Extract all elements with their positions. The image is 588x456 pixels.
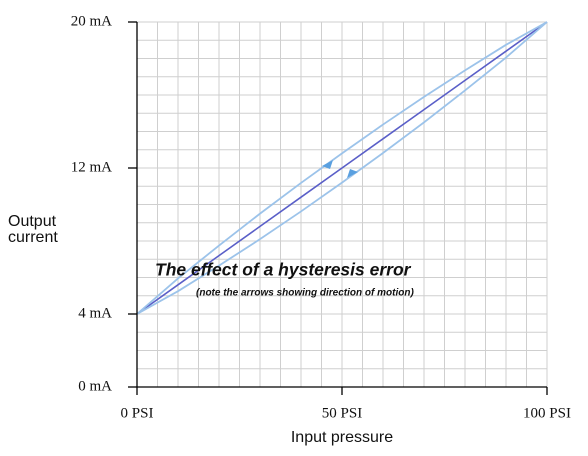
annotation-title: The effect of a hysteresis error <box>155 260 412 280</box>
y-tick-label: 20 mA <box>71 13 112 29</box>
x-tick-label: 50 PSI <box>322 405 362 421</box>
annotation-note: (note the arrows showing direction of mo… <box>196 288 414 299</box>
y-tick-label: 4 mA <box>78 305 112 321</box>
y-tick-label: 0 mA <box>78 378 112 394</box>
series-line <box>136 21 548 315</box>
direction-arrow <box>322 160 333 169</box>
x-tick-label: 100 PSI <box>523 405 571 421</box>
x-axis-label: Input pressure <box>291 429 393 446</box>
series-line <box>136 21 548 315</box>
y-tick-label: 12 mA <box>71 159 112 175</box>
x-tick-label: 0 PSI <box>121 405 154 421</box>
y-axis-label: Output current <box>8 213 58 246</box>
direction-arrow <box>347 169 358 178</box>
series-line <box>136 21 548 315</box>
